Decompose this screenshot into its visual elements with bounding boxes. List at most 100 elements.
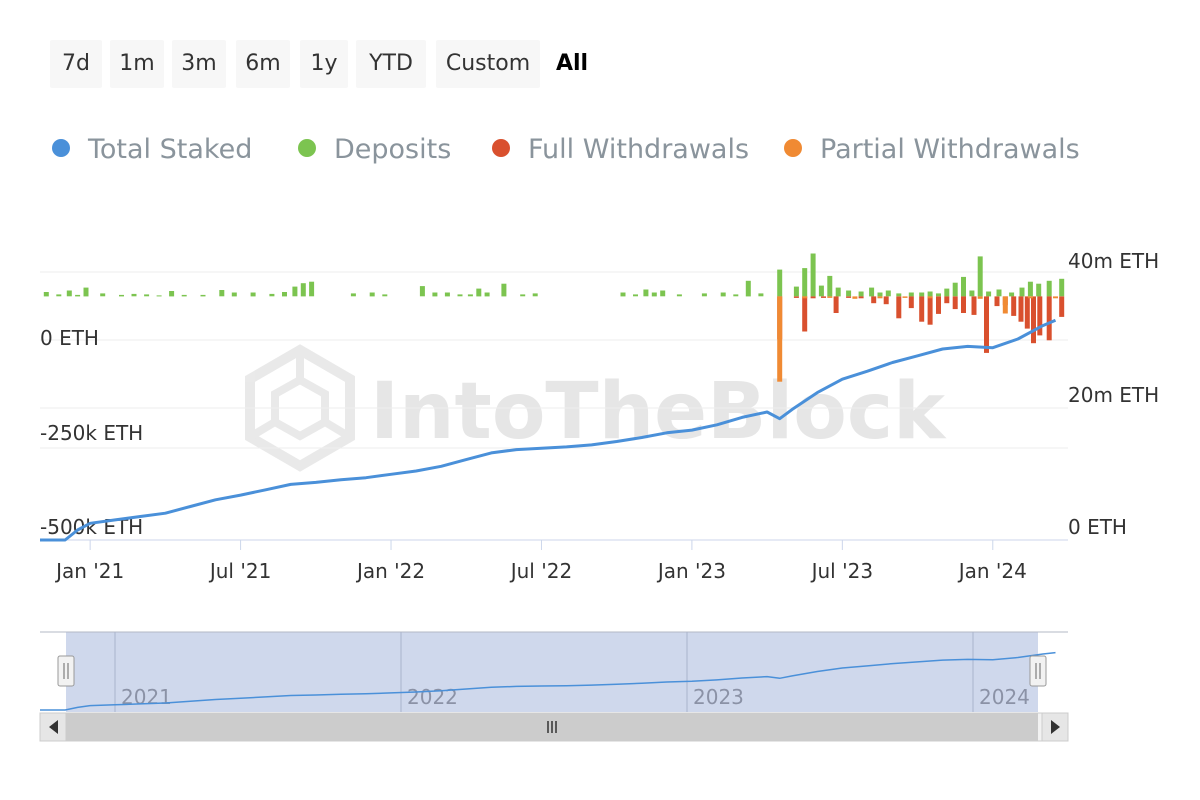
partial-withdrawals-bar bbox=[777, 296, 783, 382]
full-withdrawals-bar bbox=[1037, 296, 1043, 336]
deposits-bar bbox=[961, 276, 966, 297]
x-axis: Jan '21 Jul '21 Jan '22 Jul '22 Jan '23 Jul '… bbox=[54, 540, 1027, 583]
partial-withdrawals-bar bbox=[877, 296, 883, 299]
full-withdrawals-bar bbox=[1046, 296, 1052, 341]
deposits-bar bbox=[432, 292, 438, 297]
deposits-bar bbox=[869, 287, 875, 297]
range-button-all[interactable]: All bbox=[555, 51, 589, 76]
deposits-bar bbox=[944, 288, 950, 297]
navigator[interactable]: 2021 2022 2023 2024 bbox=[39, 631, 1069, 742]
deposits-bar bbox=[919, 292, 925, 297]
range-button-6m[interactable]: 6m bbox=[236, 40, 290, 88]
x-tick-label: Jan '21 bbox=[54, 559, 124, 583]
full-withdrawals-bar bbox=[810, 296, 816, 299]
deposits-bar bbox=[1036, 283, 1042, 297]
deposits-bar bbox=[250, 292, 256, 297]
navigator-year-label: 2023 bbox=[693, 685, 744, 709]
range-button-1y[interactable]: 1y bbox=[300, 40, 348, 88]
range-button-custom[interactable]: Custom bbox=[436, 40, 540, 88]
x-tick-label: Jul '21 bbox=[208, 559, 271, 583]
legend-item-deposits[interactable]: Deposits bbox=[298, 128, 451, 172]
full-withdrawals-bar bbox=[871, 296, 877, 304]
x-tick-label: Jan '22 bbox=[355, 559, 425, 583]
deposits-bar bbox=[382, 294, 388, 297]
x-tick-label: Jan '24 bbox=[957, 559, 1027, 583]
deposits-bar bbox=[292, 286, 298, 297]
deposits-bar bbox=[745, 280, 751, 297]
legend-item-partial-withdrawals[interactable]: Partial Withdrawals bbox=[784, 128, 1080, 172]
deposits-bar bbox=[620, 292, 626, 297]
legend-item-total-staked[interactable]: Total Staked bbox=[52, 128, 252, 172]
deposits-bar bbox=[144, 294, 150, 297]
deposits-bar bbox=[1059, 278, 1065, 297]
partial-withdrawals-bar bbox=[802, 296, 808, 299]
full-withdrawals-bar bbox=[919, 296, 925, 322]
deposits-bar bbox=[219, 290, 225, 297]
deposits-bar bbox=[1009, 292, 1015, 297]
arrow-right-icon bbox=[1051, 720, 1060, 734]
range-button-1m[interactable]: 1m bbox=[110, 40, 164, 88]
deposits-bar bbox=[156, 295, 162, 297]
deposits-bar bbox=[467, 294, 473, 297]
deposits-bar bbox=[896, 293, 902, 297]
navigator-year-label: 2024 bbox=[979, 685, 1030, 709]
full-withdrawals-bar bbox=[802, 296, 808, 332]
deposits-bar bbox=[457, 294, 463, 297]
deposits-bar bbox=[1046, 280, 1052, 297]
bar-series bbox=[43, 253, 1065, 382]
deposits-bar bbox=[952, 282, 958, 297]
partial-withdrawals-bar bbox=[977, 296, 983, 299]
range-button-3m[interactable]: 3m bbox=[172, 40, 226, 88]
deposits-bar bbox=[56, 294, 62, 297]
deposits-bar bbox=[532, 293, 538, 297]
deposits-bar bbox=[969, 290, 975, 297]
deposits-bar bbox=[758, 293, 764, 297]
handle-grip-icon[interactable] bbox=[1029, 655, 1047, 687]
full-withdrawals-bar bbox=[1024, 296, 1030, 329]
partial-withdrawals-bar bbox=[1027, 296, 1033, 299]
full-withdrawals-bar bbox=[952, 296, 958, 310]
full-withdrawals-bar bbox=[846, 296, 852, 298]
deposits-bar bbox=[986, 291, 992, 297]
full-withdrawals-bar bbox=[908, 296, 914, 309]
partial-withdrawals-bar bbox=[852, 296, 858, 299]
x-tick-label: Jul '22 bbox=[509, 559, 572, 583]
left-axis: 0 ETH-250k ETH-500k ETH bbox=[40, 326, 143, 539]
navigator-handle-left[interactable] bbox=[57, 655, 75, 687]
deposits-bar bbox=[520, 294, 526, 297]
range-button-7d[interactable]: 7d bbox=[50, 40, 102, 88]
deposits-bar bbox=[119, 294, 124, 297]
deposits-bar bbox=[802, 268, 808, 297]
partial-withdrawals-bar bbox=[827, 296, 833, 298]
range-button-ytd[interactable]: YTD bbox=[356, 40, 426, 88]
scrollbar[interactable] bbox=[39, 712, 1069, 742]
navigator-handle-right[interactable] bbox=[1029, 655, 1047, 687]
full-withdrawals-bar bbox=[833, 296, 839, 313]
legend-marker-icon bbox=[52, 138, 70, 157]
full-withdrawals-bar bbox=[984, 296, 989, 353]
x-tick-label: Jul '23 bbox=[810, 559, 873, 583]
handle-grip-icon[interactable] bbox=[57, 655, 75, 687]
right-axis-label: 0 ETH bbox=[1068, 515, 1127, 539]
deposits-bar bbox=[908, 292, 914, 297]
deposits-bar bbox=[793, 286, 799, 297]
legend-item-full-withdrawals[interactable]: Full Withdrawals bbox=[492, 128, 749, 172]
partial-withdrawals-bar bbox=[1053, 296, 1058, 299]
left-axis-label: -250k ETH bbox=[40, 421, 143, 445]
full-withdrawals-bar bbox=[896, 296, 902, 319]
deposits-bar bbox=[444, 292, 450, 297]
legend-marker-icon bbox=[784, 138, 802, 157]
navigator-year-label: 2021 bbox=[121, 685, 172, 709]
navigator-line bbox=[40, 651, 1056, 711]
partial-withdrawals-bar bbox=[1002, 296, 1008, 314]
deposits-bar bbox=[484, 292, 490, 297]
deposits-bar bbox=[996, 289, 1002, 297]
full-withdrawals-bar bbox=[793, 296, 799, 298]
full-withdrawals-bar bbox=[858, 296, 864, 299]
full-withdrawals-bar bbox=[1018, 296, 1024, 322]
deposits-bar bbox=[350, 293, 356, 297]
watermark-logo: IntoTheBlock bbox=[245, 344, 947, 472]
full-withdrawals-bar bbox=[821, 296, 826, 298]
deposits-bar bbox=[877, 292, 883, 297]
deposits-bar bbox=[369, 292, 375, 297]
